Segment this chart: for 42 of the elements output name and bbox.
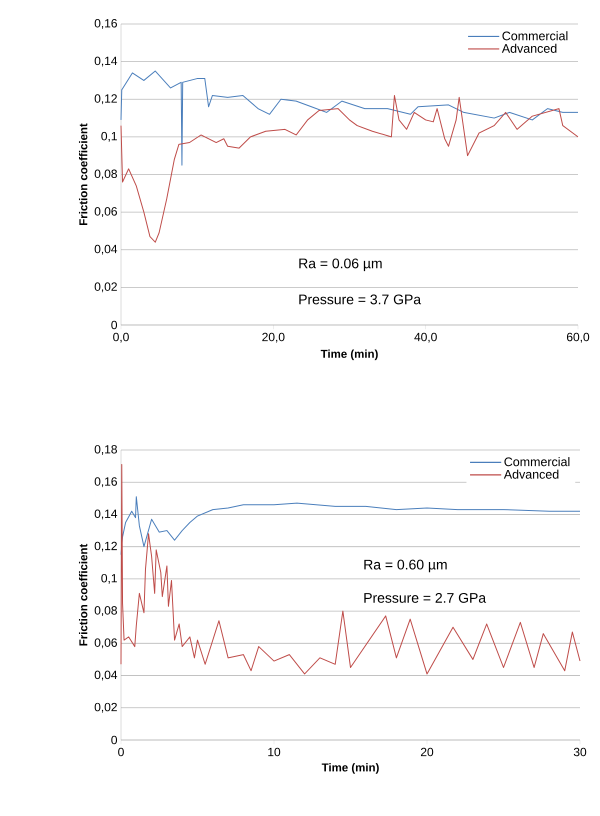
y-tick-label: 0,1 [101,574,117,584]
y-tick-label: 0,02 [94,282,117,292]
legend-label: Commercial [502,31,568,40]
x-tick-label: 20 [420,748,434,756]
x-tick-label: 40,0 [414,332,437,343]
annotation: Ra = 0.06 µm [299,258,382,272]
y-tick-label: 0,16 [94,477,117,488]
y-tick-label: 0,12 [94,94,117,104]
x-tick-label: 20,0 [262,332,285,343]
legend-label: Advanced [504,470,558,479]
y-tick-label: 0,06 [94,207,117,218]
y-tick-label: 0,14 [94,56,118,67]
y-axis-title: Friction coefficient [78,123,88,225]
annotation: Ra = 0.60 µm [364,560,447,572]
y-tick-label: 0,1 [101,132,117,142]
x-axis-title: Time (min) [320,349,378,360]
y-tick-label: 0,04 [94,670,118,680]
y-tick-label: 0,08 [94,606,117,616]
x-tick-label: 0,0 [113,332,129,343]
y-tick-label: 0,06 [94,638,117,648]
x-axis-title: Time (min) [322,763,379,774]
y-tick-label: 0,18 [94,445,117,455]
line-series [120,70,578,166]
x-tick-label: 10 [268,748,280,756]
legend-label: Commercial [504,457,570,466]
y-tick-label: 0 [111,320,118,330]
y-axis-title: Friction coefficient [78,544,88,646]
y-tick-label: 0 [111,736,118,744]
y-tick-label: 0,16 [94,19,117,29]
x-tick-label: 30 [574,748,586,756]
y-tick-label: 0,12 [94,542,117,552]
x-tick-label: 60,0 [566,332,590,343]
y-tick-label: 0,14 [94,510,118,520]
legend-label: Advanced [502,44,556,53]
line-series [120,496,581,556]
line-series [120,94,578,243]
x-tick-label: 0 [118,748,124,756]
y-tick-label: 0,04 [94,244,118,255]
annotation: Pressure = 3.7 GPa [299,294,422,304]
y-tick-label: 0,08 [94,170,117,180]
y-tick-label: 0,02 [94,702,117,713]
annotation: Pressure = 2.7 GPa [364,592,486,603]
